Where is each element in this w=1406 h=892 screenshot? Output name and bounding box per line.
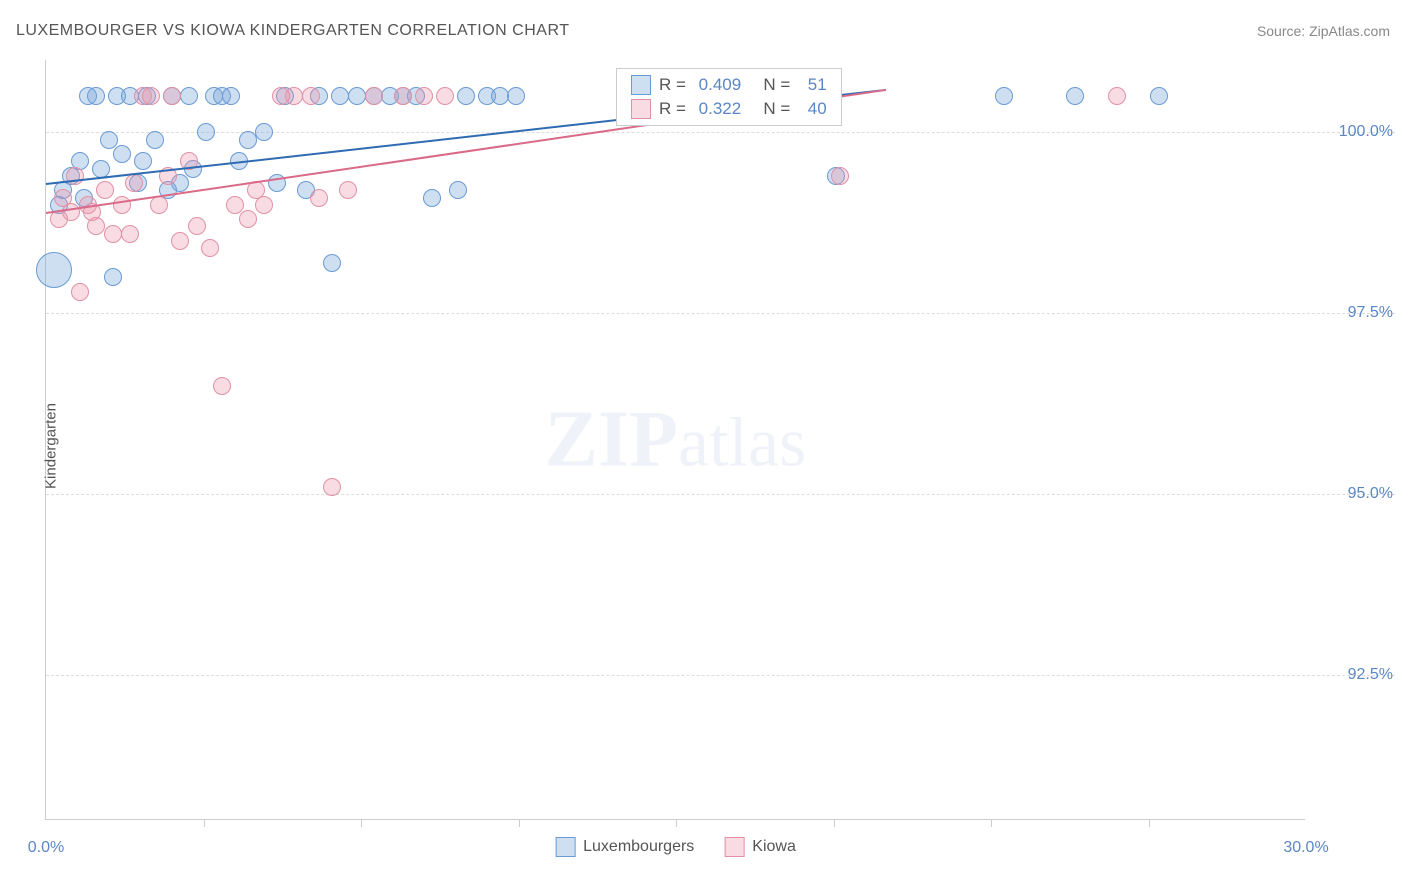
- legend-row: R = 0.322 N = 40: [617, 97, 841, 121]
- y-axis-label: Kindergarten: [42, 403, 59, 489]
- scatter-point: [201, 239, 219, 257]
- scatter-point: [71, 283, 89, 301]
- y-tick-label: 92.5%: [1313, 666, 1393, 684]
- scatter-point: [457, 87, 475, 105]
- scatter-point: [491, 87, 509, 105]
- x-tick-label: 0.0%: [28, 839, 64, 857]
- scatter-point: [92, 160, 110, 178]
- scatter-point: [995, 87, 1013, 105]
- legend-r-value: 0.322: [699, 99, 742, 119]
- scatter-point: [213, 377, 231, 395]
- scatter-point: [255, 123, 273, 141]
- legend-n-label: N =: [749, 75, 800, 95]
- legend-swatch: [555, 837, 575, 857]
- scatter-point: [188, 217, 206, 235]
- legend-r-label: R =: [659, 99, 691, 119]
- scatter-point: [150, 196, 168, 214]
- scatter-point: [180, 87, 198, 105]
- legend-n-value: 40: [808, 99, 827, 119]
- legend-n-value: 51: [808, 75, 827, 95]
- series-legend: Luxembourgers Kiowa: [555, 837, 796, 857]
- legend-swatch: [631, 75, 651, 95]
- legend-swatch: [724, 837, 744, 857]
- scatter-point: [171, 232, 189, 250]
- x-tick: [1149, 819, 1150, 827]
- scatter-point: [285, 87, 303, 105]
- scatter-point: [365, 87, 383, 105]
- plot-area: ZIPatlas 92.5%95.0%97.5%100.0%0.0%30.0%R…: [45, 60, 1305, 820]
- legend-item: Luxembourgers: [555, 837, 694, 857]
- legend-item: Kiowa: [724, 837, 796, 857]
- scatter-point: [339, 181, 357, 199]
- watermark: ZIPatlas: [545, 394, 807, 485]
- x-tick-label: 30.0%: [1283, 839, 1328, 857]
- scatter-point: [62, 203, 80, 221]
- correlation-legend: R = 0.409 N = 51R = 0.322 N = 40: [616, 68, 842, 126]
- scatter-point: [104, 268, 122, 286]
- legend-label: Kiowa: [752, 838, 796, 856]
- chart-header: LUXEMBOURGER VS KIOWA KINDERGARTEN CORRE…: [16, 22, 1390, 40]
- gridline: [46, 494, 1395, 495]
- x-tick: [361, 819, 362, 827]
- scatter-point: [87, 87, 105, 105]
- scatter-point: [197, 123, 215, 141]
- scatter-point: [113, 196, 131, 214]
- legend-n-label: N =: [749, 99, 800, 119]
- scatter-point: [348, 87, 366, 105]
- scatter-point: [331, 87, 349, 105]
- scatter-point: [507, 87, 525, 105]
- scatter-point: [449, 181, 467, 199]
- scatter-point: [239, 210, 257, 228]
- scatter-point: [222, 87, 240, 105]
- x-tick: [834, 819, 835, 827]
- scatter-point: [1150, 87, 1168, 105]
- chart-source: Source: ZipAtlas.com: [1257, 23, 1390, 39]
- scatter-point: [1108, 87, 1126, 105]
- x-tick: [676, 819, 677, 827]
- scatter-point: [163, 87, 181, 105]
- x-tick: [991, 819, 992, 827]
- legend-row: R = 0.409 N = 51: [617, 73, 841, 97]
- gridline: [46, 313, 1395, 314]
- scatter-point: [415, 87, 433, 105]
- scatter-point: [831, 167, 849, 185]
- scatter-point: [36, 252, 72, 288]
- legend-r-label: R =: [659, 75, 691, 95]
- scatter-point: [239, 131, 257, 149]
- scatter-point: [87, 217, 105, 235]
- y-tick-label: 100.0%: [1313, 123, 1393, 141]
- scatter-point: [104, 225, 122, 243]
- scatter-point: [113, 145, 131, 163]
- legend-label: Luxembourgers: [583, 838, 694, 856]
- y-tick-label: 97.5%: [1313, 304, 1393, 322]
- scatter-point: [310, 189, 328, 207]
- gridline: [46, 675, 1395, 676]
- y-tick-label: 95.0%: [1313, 485, 1393, 503]
- scatter-point: [134, 152, 152, 170]
- scatter-point: [142, 87, 160, 105]
- x-tick: [519, 819, 520, 827]
- scatter-point: [121, 225, 139, 243]
- scatter-point: [146, 131, 164, 149]
- legend-swatch: [631, 99, 651, 119]
- scatter-point: [302, 87, 320, 105]
- scatter-point: [323, 478, 341, 496]
- scatter-point: [1066, 87, 1084, 105]
- scatter-point: [96, 181, 114, 199]
- scatter-point: [255, 196, 273, 214]
- x-tick: [204, 819, 205, 827]
- scatter-point: [323, 254, 341, 272]
- chart-title: LUXEMBOURGER VS KIOWA KINDERGARTEN CORRE…: [16, 22, 570, 40]
- scatter-point: [394, 87, 412, 105]
- scatter-point: [423, 189, 441, 207]
- legend-r-value: 0.409: [699, 75, 742, 95]
- scatter-point: [125, 174, 143, 192]
- scatter-point: [436, 87, 454, 105]
